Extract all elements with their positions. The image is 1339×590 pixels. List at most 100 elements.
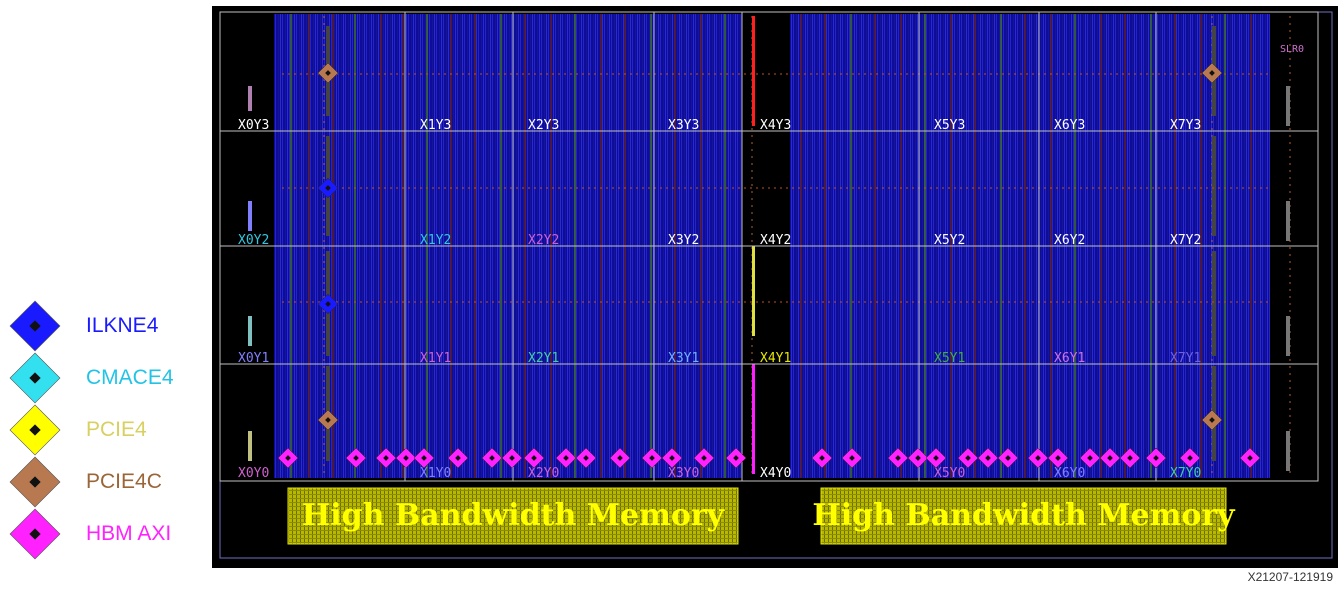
- io-bank-strip: [1286, 201, 1290, 241]
- hbm-axi-block: [447, 447, 469, 469]
- legend-label: CMACE4: [86, 366, 174, 389]
- clock-region-label: X1Y2: [420, 233, 451, 248]
- hbm-axi-block: [1119, 447, 1141, 469]
- legend-item-pcie4c: PCIE4C: [8, 456, 208, 508]
- clock-region-label: X3Y0: [668, 466, 699, 481]
- hbm-axi-block: [925, 447, 947, 469]
- hbm-axi-block: [481, 447, 503, 469]
- pcie4-diamond-icon: [9, 404, 61, 456]
- clock-region-label: X0Y2: [238, 233, 269, 248]
- hbm-axi-block: [1145, 447, 1167, 469]
- legend-item-cmace4: CMACE4: [8, 352, 208, 404]
- legend-item-hbm_axi: HBM AXI: [8, 508, 208, 560]
- figure-id: X21207-121919: [1247, 570, 1333, 584]
- legend-label: PCIE4C: [86, 470, 162, 493]
- hbm-axi-block: [609, 447, 631, 469]
- io-bank-strip: [1286, 431, 1290, 471]
- placed-blocks: [277, 62, 1261, 469]
- pcie4c-block: [317, 62, 339, 84]
- center-strip: [752, 246, 755, 336]
- slr-label: SLR0: [1280, 44, 1304, 55]
- ilkne4-block: [317, 293, 339, 315]
- clock-spine: [1212, 251, 1216, 356]
- clock-region-label: X5Y2: [934, 233, 965, 248]
- clock-region-label: X4Y2: [760, 233, 791, 248]
- clock-region-label: X1Y1: [420, 351, 451, 366]
- clock-region-label: X6Y1: [1054, 351, 1085, 366]
- clock-region-label: X0Y0: [238, 466, 269, 481]
- hbm-axi-block: [1179, 447, 1201, 469]
- clock-region-label: X3Y3: [668, 118, 699, 133]
- cmace4-diamond-icon: [9, 352, 61, 404]
- hbm-axi-block: [661, 447, 683, 469]
- clock-region-grid: [219, 11, 1319, 482]
- hbm-axi-block: [957, 447, 979, 469]
- hbm-axi-block: [1099, 447, 1121, 469]
- hbm-axi-block: [575, 447, 597, 469]
- clock-region-label: X1Y3: [420, 118, 451, 133]
- clock-region-label: X0Y3: [238, 118, 269, 133]
- hbm-axi-block: [395, 447, 417, 469]
- hbm-axi-block: [413, 447, 435, 469]
- pcie4c-block: [1201, 62, 1223, 84]
- clock-region-label: X3Y2: [668, 233, 699, 248]
- legend-item-pcie4: PCIE4: [8, 404, 208, 456]
- clock-region-label: X3Y1: [668, 351, 699, 366]
- hbm-axi-block: [345, 447, 367, 469]
- clock-region-label: X6Y2: [1054, 233, 1085, 248]
- hbm-axi-block: [1079, 447, 1101, 469]
- clock-region-label: X7Y3: [1170, 118, 1201, 133]
- clock-region-label: X4Y1: [760, 351, 791, 366]
- center-strip: [752, 16, 755, 126]
- hbm-axi-block: [887, 447, 909, 469]
- ilkne4-block: [317, 177, 339, 199]
- hbm_axi-diamond-icon: [9, 508, 61, 560]
- hbm-axi-block: [841, 447, 863, 469]
- hbm-axi-block: [997, 447, 1019, 469]
- hbm-axi-block: [1047, 447, 1069, 469]
- hbm-axi-block: [555, 447, 577, 469]
- clock-region-label: X4Y0: [760, 466, 791, 481]
- clock-region-label: X7Y2: [1170, 233, 1201, 248]
- clock-region-label: X6Y0: [1054, 466, 1085, 481]
- io-bank-strip: [248, 316, 252, 346]
- hbm-axi-block: [501, 447, 523, 469]
- clock-region-label: X7Y0: [1170, 466, 1201, 481]
- clock-region-label: X2Y2: [528, 233, 559, 248]
- io-bank-strip: [248, 86, 252, 111]
- hbm-axi-block: [523, 447, 545, 469]
- hbm-block: High Bandwidth Memory: [287, 487, 739, 545]
- hbm-label: High Bandwidth Memory: [812, 498, 1236, 533]
- io-bank-strip: [248, 201, 252, 231]
- hbm-axi-block: [375, 447, 397, 469]
- clock-region-label: X2Y1: [528, 351, 559, 366]
- clock-region-label: X7Y1: [1170, 351, 1201, 366]
- pcie4c-block: [317, 409, 339, 431]
- hbm-axi-block: [693, 447, 715, 469]
- ilkne4-diamond-icon: [9, 300, 61, 352]
- legend-label: ILKNE4: [86, 314, 159, 337]
- center-strip: [752, 364, 755, 474]
- hbm-axi-block: [277, 447, 299, 469]
- clock-region-label: X2Y3: [528, 118, 559, 133]
- pcie4c-block: [1201, 409, 1223, 431]
- clock-spine: [1212, 136, 1216, 236]
- hbm-blocks: High Bandwidth Memory High Bandwidth Memo…: [287, 487, 1236, 545]
- clock-region-label: X4Y3: [760, 118, 791, 133]
- hbm-axi-block: [1239, 447, 1261, 469]
- clock-region-label: X5Y1: [934, 351, 965, 366]
- legend: ILKNE4 CMACE4 PCIE4 PCIE4C HBM AXI: [0, 300, 210, 570]
- clock-region-label: X0Y1: [238, 351, 269, 366]
- clock-region-label: X6Y3: [1054, 118, 1085, 133]
- legend-label: PCIE4: [86, 418, 147, 441]
- clock-region-label: X5Y3: [934, 118, 965, 133]
- io-bank-strip: [248, 431, 252, 461]
- hbm-axi-block: [811, 447, 833, 469]
- pcie4c-diamond-icon: [9, 456, 61, 508]
- clock-region-labels: X0Y3 X1Y3 X2Y3 X3Y3 X4Y3 X5Y3 X6Y3 X7Y3 X0Y2 X1Y2…: [238, 118, 1201, 481]
- hbm-block: High Bandwidth Memory: [812, 487, 1236, 545]
- device-floorplan: X0Y3 X1Y3 X2Y3 X3Y3 X4Y3 X5Y3 X6Y3 X7Y3 X0Y2 X1Y2…: [212, 6, 1338, 568]
- hbm-label: High Bandwidth Memory: [302, 498, 726, 533]
- hbm-axi-block: [641, 447, 663, 469]
- hbm-axi-block: [907, 447, 929, 469]
